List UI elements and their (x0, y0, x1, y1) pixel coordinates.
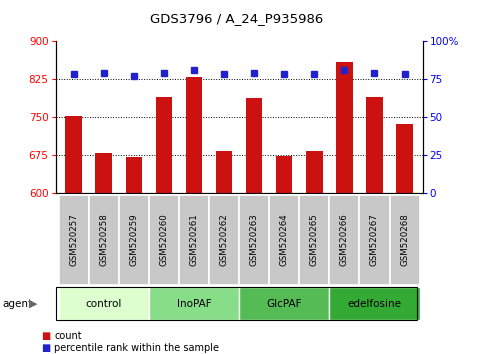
Bar (276, 156, 293, 193)
Text: GSM520261: GSM520261 (189, 213, 199, 266)
Text: GSM520258: GSM520258 (99, 213, 108, 266)
Text: GSM520263: GSM520263 (250, 213, 258, 266)
Text: GSM520267: GSM520267 (370, 213, 379, 266)
Text: GSM520264: GSM520264 (280, 213, 289, 266)
Text: GSM520257: GSM520257 (69, 213, 78, 266)
Text: GSM520268: GSM520268 (400, 213, 409, 266)
Bar (209, 195, 239, 285)
Bar (306, 151, 323, 193)
Bar (58, 287, 149, 320)
Bar (269, 195, 299, 285)
Bar (389, 195, 420, 285)
Bar (396, 124, 413, 193)
Bar (216, 151, 232, 193)
Bar (89, 195, 119, 285)
Bar (119, 195, 149, 285)
Text: GDS3796 / A_24_P935986: GDS3796 / A_24_P935986 (150, 12, 323, 25)
Text: GSM520262: GSM520262 (220, 213, 228, 266)
Text: ■: ■ (41, 343, 50, 353)
Bar (126, 158, 142, 193)
Text: InoPAF: InoPAF (177, 298, 211, 309)
Bar (299, 195, 329, 285)
Bar (156, 97, 172, 193)
Bar (246, 98, 262, 193)
Text: GSM520260: GSM520260 (159, 213, 169, 266)
Bar (65, 116, 82, 193)
Text: edelfosine: edelfosine (347, 298, 401, 309)
Text: GSM520259: GSM520259 (129, 213, 138, 266)
Bar (366, 97, 383, 193)
Text: ■: ■ (41, 331, 50, 341)
Text: count: count (54, 331, 82, 341)
Bar (185, 77, 202, 193)
Bar (58, 195, 89, 285)
Text: GlcPAF: GlcPAF (267, 298, 302, 309)
Text: agent: agent (2, 298, 32, 309)
Bar (329, 287, 420, 320)
Text: GSM520266: GSM520266 (340, 213, 349, 266)
Bar (239, 195, 269, 285)
Bar (336, 62, 353, 193)
Bar (149, 195, 179, 285)
Bar (329, 195, 359, 285)
Text: control: control (85, 298, 122, 309)
Text: percentile rank within the sample: percentile rank within the sample (54, 343, 219, 353)
Bar (149, 287, 239, 320)
Text: ▶: ▶ (28, 298, 37, 309)
Text: GSM520265: GSM520265 (310, 213, 319, 266)
Bar (239, 287, 329, 320)
Bar (359, 195, 389, 285)
Bar (96, 153, 112, 193)
Bar (179, 195, 209, 285)
